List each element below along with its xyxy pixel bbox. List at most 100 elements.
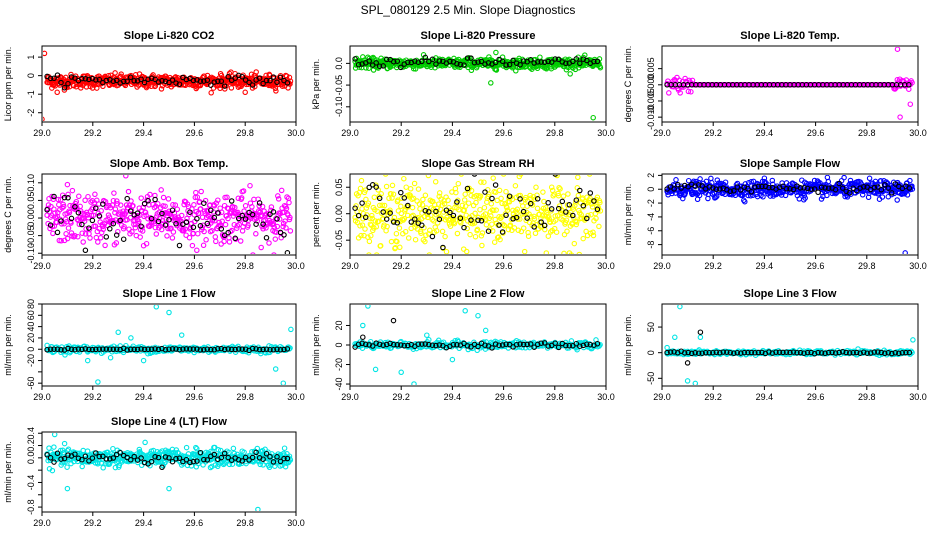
data-point-black <box>65 80 71 87</box>
data-point-black <box>127 74 134 81</box>
data-point-black <box>253 221 259 227</box>
data-point-black <box>159 210 165 217</box>
data-point <box>386 195 392 202</box>
data-point-black <box>517 62 523 68</box>
data-point <box>498 214 505 220</box>
y-tick-label: -2 <box>26 109 36 117</box>
y-tick-label: 0 <box>334 342 344 347</box>
y-axis-label: ml/min per min. <box>3 441 13 503</box>
data-point-black <box>836 349 842 356</box>
outlier-point <box>123 175 129 179</box>
data-point-black <box>541 222 548 229</box>
data-point <box>708 175 714 182</box>
outlier-point <box>360 334 366 340</box>
data-point-black <box>173 346 179 352</box>
data-point <box>574 219 580 225</box>
data-point-black <box>475 217 481 223</box>
data-point <box>276 216 283 222</box>
data-point-black <box>394 220 401 226</box>
data-point <box>162 459 168 466</box>
data-point-black <box>853 187 860 194</box>
x-tick-label: 29.0 <box>33 392 51 402</box>
data-point-black <box>896 350 902 357</box>
data-point <box>88 199 94 205</box>
data-point-black <box>485 228 492 234</box>
data-point-black <box>169 207 176 213</box>
data-point <box>396 225 403 231</box>
x-tick-label: 30.0 <box>597 128 615 138</box>
data-point <box>111 190 117 196</box>
data-point-black <box>864 350 870 356</box>
data-point <box>554 212 561 219</box>
data-point <box>184 201 191 207</box>
data-point-black <box>176 81 183 87</box>
x-tick-label: 29.4 <box>444 128 462 138</box>
data-point-black <box>471 175 478 177</box>
data-points <box>664 47 915 120</box>
data-point <box>58 238 64 244</box>
outlier-point <box>64 181 71 188</box>
data-point <box>130 202 136 209</box>
data-point-black <box>180 346 186 352</box>
data-point-black <box>892 350 899 356</box>
data-point <box>69 187 76 194</box>
outlier-point <box>684 360 691 366</box>
data-point-black <box>380 342 386 348</box>
x-tick-label: 29.2 <box>84 392 102 402</box>
data-point-black <box>822 350 828 357</box>
data-point-black <box>270 74 277 80</box>
x-tick-label: 29.2 <box>704 392 722 402</box>
data-point-black <box>281 346 287 353</box>
data-point-black <box>100 201 106 207</box>
data-point <box>222 86 228 92</box>
data-point-black <box>499 342 506 348</box>
data-point <box>219 75 226 82</box>
data-point-black <box>748 349 755 356</box>
data-point <box>511 225 518 231</box>
data-point <box>383 175 389 177</box>
data-point-black <box>72 75 78 81</box>
data-point <box>357 223 363 229</box>
outlier-point <box>43 50 48 57</box>
x-tick-label: 29.6 <box>495 261 513 271</box>
data-point <box>82 197 88 204</box>
data-points <box>44 433 294 511</box>
data-point-black <box>93 346 99 353</box>
data-point-black <box>436 58 443 64</box>
data-point <box>488 213 494 219</box>
data-point <box>65 446 72 453</box>
data-point-black <box>75 209 82 216</box>
y-axis-label: percent per min. <box>311 182 321 247</box>
data-point-black <box>685 349 691 356</box>
outlier-point <box>664 344 670 351</box>
data-point-black <box>284 250 291 254</box>
data-point-black <box>201 200 207 206</box>
data-point <box>592 210 599 217</box>
data-point-black <box>506 193 513 199</box>
y-axis-label: degrees C per min. <box>623 46 633 123</box>
data-point-black <box>103 346 110 352</box>
data-point-black <box>671 186 677 192</box>
chart-title: Slope Line 3 Flow <box>744 288 837 300</box>
data-point-black <box>454 342 460 348</box>
data-point-black <box>797 185 804 191</box>
x-tick-label: 29.6 <box>807 128 825 138</box>
data-point <box>203 237 209 243</box>
data-point <box>135 459 141 466</box>
data-point-black <box>284 80 291 86</box>
data-point <box>371 194 378 201</box>
outlier-point <box>910 337 916 343</box>
data-point <box>666 90 672 96</box>
data-point <box>287 228 294 234</box>
data-point <box>419 202 426 208</box>
data-point-black <box>882 182 888 188</box>
data-point <box>369 212 375 219</box>
x-tick-label: 29.8 <box>236 392 254 402</box>
data-point <box>714 193 720 200</box>
data-point <box>102 242 108 249</box>
data-point <box>201 208 208 214</box>
data-point-black <box>570 58 576 65</box>
data-point <box>410 195 417 202</box>
data-point <box>481 204 488 211</box>
data-point <box>193 444 199 451</box>
